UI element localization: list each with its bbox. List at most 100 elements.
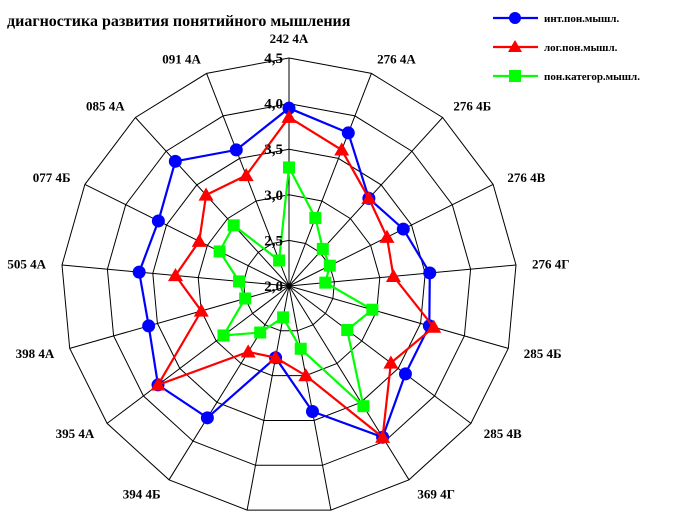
- legend: инт.пон.мышл. лог.пон.мышл. пон.категор.мы…: [493, 12, 640, 83]
- category-label: 369 4Г: [417, 487, 455, 502]
- series-layer: [132, 101, 442, 444]
- category-label: 395 4А: [56, 426, 95, 441]
- grid-spoke: [288, 183, 494, 287]
- data-point: [282, 101, 296, 115]
- data-point: [398, 367, 412, 381]
- series-line: [155, 115, 436, 440]
- data-point: [193, 303, 209, 317]
- radar-grid: [61, 57, 517, 511]
- data-point: [213, 245, 226, 258]
- category-label: 242 4А: [270, 31, 309, 46]
- tick-label: 4,5: [264, 51, 283, 67]
- data-point: [298, 368, 314, 382]
- legend-marker: [509, 70, 521, 82]
- grid-spoke: [106, 285, 290, 424]
- grid-spoke: [288, 285, 332, 511]
- grid-ring: [61, 57, 517, 511]
- data-point: [294, 342, 307, 355]
- category-label: 077 4Б: [33, 170, 71, 185]
- data-point: [150, 377, 166, 391]
- tick-label: 2,0: [264, 279, 283, 295]
- data-point: [316, 242, 329, 255]
- data-point: [334, 142, 350, 156]
- data-point: [375, 429, 391, 443]
- data-point: [426, 319, 442, 333]
- data-point: [217, 329, 230, 342]
- data-point: [227, 219, 240, 232]
- category-label: 276 4Г: [532, 257, 570, 272]
- data-point: [319, 276, 332, 289]
- category-label: 276 4А: [377, 52, 416, 67]
- grid-ring: [152, 148, 426, 421]
- category-label: 398 4А: [16, 346, 55, 361]
- data-point: [423, 266, 437, 280]
- data-point: [240, 344, 256, 358]
- tick-label: 3,5: [264, 142, 283, 158]
- category-label: 285 4В: [484, 426, 522, 441]
- grid-spoke: [84, 183, 290, 287]
- legend-label: инт.пон.мышл.: [544, 13, 619, 25]
- tick-label: 3,0: [264, 188, 283, 204]
- data-point: [323, 259, 336, 272]
- category-label: 085 4А: [86, 99, 125, 114]
- tick-label: 4,0: [264, 97, 283, 113]
- data-point: [361, 190, 377, 205]
- grid-spoke: [168, 285, 290, 481]
- data-point: [268, 350, 284, 364]
- grid-spoke: [288, 285, 410, 481]
- data-point: [357, 400, 370, 413]
- data-point: [309, 211, 322, 224]
- legend-item: лог.пон.мышл.: [493, 40, 618, 54]
- data-point: [396, 222, 410, 236]
- legend-marker: [509, 12, 521, 24]
- data-point: [385, 268, 401, 282]
- data-point: [132, 265, 146, 279]
- category-label: 394 4Б: [123, 487, 161, 502]
- grid-spoke: [288, 285, 509, 349]
- data-point: [283, 161, 295, 174]
- series-line: [138, 106, 431, 439]
- data-point: [142, 319, 156, 333]
- data-point: [366, 303, 379, 316]
- tick-label: 2,5: [264, 233, 283, 249]
- data-point: [238, 167, 254, 182]
- category-labels: 242 4А 276 4А 276 4Б 276 4В 276 4Г 285 4Б 285 …: [7, 31, 570, 502]
- data-point: [233, 275, 246, 288]
- series-2: [150, 109, 442, 443]
- data-point: [239, 292, 252, 305]
- legend-label: лог.пон.мышл.: [544, 42, 618, 54]
- data-point: [151, 214, 165, 228]
- grid-spoke: [288, 73, 372, 287]
- category-label: 505 4А: [7, 257, 46, 272]
- grid-spoke: [69, 285, 290, 349]
- data-point: [383, 355, 399, 369]
- data-point: [254, 326, 267, 339]
- data-point: [273, 254, 286, 267]
- legend-item: пон.категор.мышл.: [493, 70, 640, 83]
- data-point: [341, 126, 355, 140]
- data-point: [198, 187, 214, 201]
- data-point: [168, 154, 182, 168]
- chart-title: диагностика развития понятийного мышлени…: [7, 13, 351, 30]
- legend-marker: [508, 40, 522, 52]
- data-point: [200, 411, 214, 425]
- category-label: 091 4А: [162, 52, 201, 67]
- legend-label: пон.категор.мышл.: [544, 71, 640, 83]
- data-point: [277, 311, 290, 324]
- data-point: [229, 143, 243, 157]
- grid-ring: [106, 103, 472, 466]
- grid-spoke: [288, 285, 472, 424]
- series-3: [213, 161, 379, 413]
- category-label: 276 4Б: [453, 99, 491, 114]
- category-label: 285 4Б: [524, 346, 562, 361]
- grid-spoke: [135, 117, 290, 287]
- radial-tick-labels: 2,0 2,5 3,0 3,5 4,0 4,5: [264, 51, 283, 295]
- data-point: [341, 323, 354, 336]
- data-point: [167, 267, 183, 282]
- legend-item: инт.пон.мышл.: [493, 12, 619, 25]
- data-point: [379, 229, 395, 243]
- category-label: 276 4В: [507, 170, 545, 185]
- data-point: [281, 109, 297, 123]
- data-point: [305, 405, 319, 419]
